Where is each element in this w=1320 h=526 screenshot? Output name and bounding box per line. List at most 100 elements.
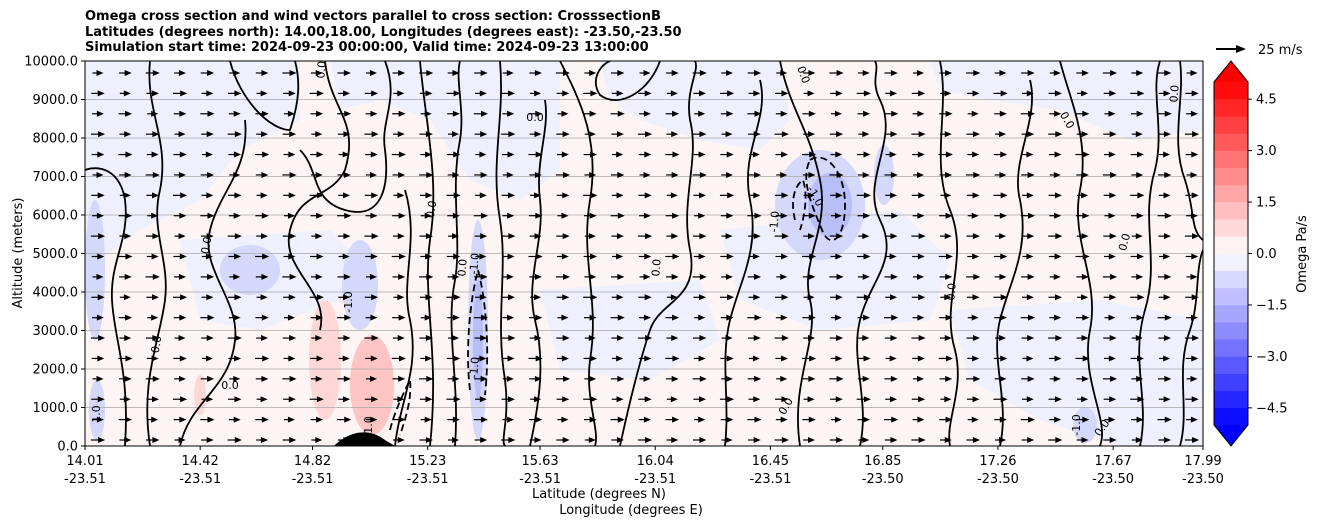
wind-vector <box>748 294 761 301</box>
wind-vector <box>229 375 241 382</box>
wind-vector <box>1131 233 1143 240</box>
y-tick-label: 8000.0 <box>33 132 79 147</box>
wind-vector <box>91 151 105 158</box>
wind-vector <box>610 171 625 178</box>
wind-vector <box>721 375 733 382</box>
wind-vector <box>145 273 160 280</box>
wind-vector <box>309 396 324 403</box>
wind-vector <box>857 171 870 178</box>
wind-vector <box>1049 212 1062 219</box>
wind-vector <box>446 396 461 403</box>
wind-vector <box>146 90 159 97</box>
wind-vector <box>884 375 898 382</box>
colorbar-level <box>1214 373 1248 391</box>
wind-vector <box>802 253 817 260</box>
wind-vector <box>283 253 296 260</box>
wind-vector <box>146 253 159 260</box>
wind-vector <box>940 294 952 301</box>
wind-vector <box>1021 375 1035 382</box>
wind-vector <box>692 273 707 280</box>
wind-vector <box>1131 314 1144 321</box>
wind-vector <box>228 212 241 219</box>
wind-vector <box>1159 253 1171 260</box>
colorbar-level <box>1214 236 1248 254</box>
wind-vector <box>912 110 925 117</box>
wind-vector <box>693 253 706 260</box>
wind-vector <box>583 151 597 158</box>
wind-vector <box>172 294 188 301</box>
contour-label: -1.0 <box>1070 414 1083 435</box>
wind-vector <box>1186 110 1198 117</box>
wind-vector <box>1048 396 1062 403</box>
wind-vector <box>501 355 515 362</box>
wind-vector <box>529 233 542 240</box>
contour-label: 0.0 <box>424 200 440 219</box>
wind-vector <box>694 314 706 321</box>
wind-vector <box>1158 396 1171 403</box>
wind-vector <box>802 273 816 280</box>
wind-vector <box>310 171 323 178</box>
wind-vector <box>447 212 460 219</box>
colorbar-level <box>1214 304 1248 323</box>
wind-vector <box>256 90 268 97</box>
wind-vector <box>528 212 543 219</box>
wind-vector <box>447 70 460 76</box>
wind-vector <box>830 294 843 301</box>
wind-vector <box>337 335 351 342</box>
wind-vector <box>858 233 870 240</box>
wind-vector <box>720 355 734 362</box>
wind-vector <box>1104 110 1116 117</box>
wind-vector <box>857 416 871 423</box>
wind-vector <box>337 110 352 117</box>
wind-vector <box>611 396 624 403</box>
wind-vector <box>282 437 297 443</box>
wind-vector <box>228 192 242 199</box>
wind-vector <box>557 314 569 321</box>
wind-vector <box>1076 70 1089 76</box>
wind-vector <box>309 90 324 97</box>
x-tick-label-lat: 17.99 <box>1184 454 1221 469</box>
wind-vector <box>119 294 131 301</box>
wind-vector <box>638 355 652 362</box>
wind-vector <box>174 437 186 443</box>
wind-vector <box>1184 335 1200 342</box>
wind-vector <box>1020 110 1035 117</box>
colorbar-tick-label: 1.5 <box>1256 196 1277 211</box>
contour-label: -1.0 <box>467 356 482 379</box>
wind-vector <box>118 355 133 362</box>
wind-vector <box>1185 294 1199 301</box>
wind-vector <box>829 375 844 382</box>
omega-region-neg <box>1073 407 1097 443</box>
wind-vector <box>747 110 762 117</box>
wind-vector <box>747 273 762 280</box>
wind-vector <box>693 355 706 362</box>
wind-vector <box>584 233 596 240</box>
colorbar-level <box>1214 253 1248 271</box>
wind-vector <box>1102 70 1118 76</box>
wind-vector <box>611 131 624 138</box>
wind-vector <box>1020 314 1035 321</box>
colorbar-label: Omega Pa/s <box>1295 215 1310 293</box>
wind-vector <box>939 375 953 382</box>
wind-vector <box>311 437 323 443</box>
wind-vector <box>91 192 105 199</box>
wind-vector <box>1075 253 1090 260</box>
x-tick-label-lon: -23.51 <box>634 472 676 487</box>
wind-vector <box>993 151 1008 158</box>
wind-vector <box>967 110 979 117</box>
y-tick-label: 5000.0 <box>33 247 79 262</box>
wind-vector <box>774 233 789 240</box>
wind-vector <box>802 70 816 76</box>
wind-vector <box>1185 355 1199 362</box>
wind-vector <box>693 151 706 158</box>
wind-vector <box>1103 294 1117 301</box>
wind-vector <box>1184 437 1200 443</box>
wind-vector <box>775 212 788 219</box>
title-line-2: Latitudes (degrees north): 14.00,18.00, … <box>85 24 682 40</box>
wind-vector <box>228 90 242 97</box>
wind-vector <box>338 253 350 260</box>
quiver-key: 25 m/s <box>1216 43 1303 58</box>
contour-label: 0.0 <box>455 258 469 277</box>
wind-vector <box>310 110 324 117</box>
